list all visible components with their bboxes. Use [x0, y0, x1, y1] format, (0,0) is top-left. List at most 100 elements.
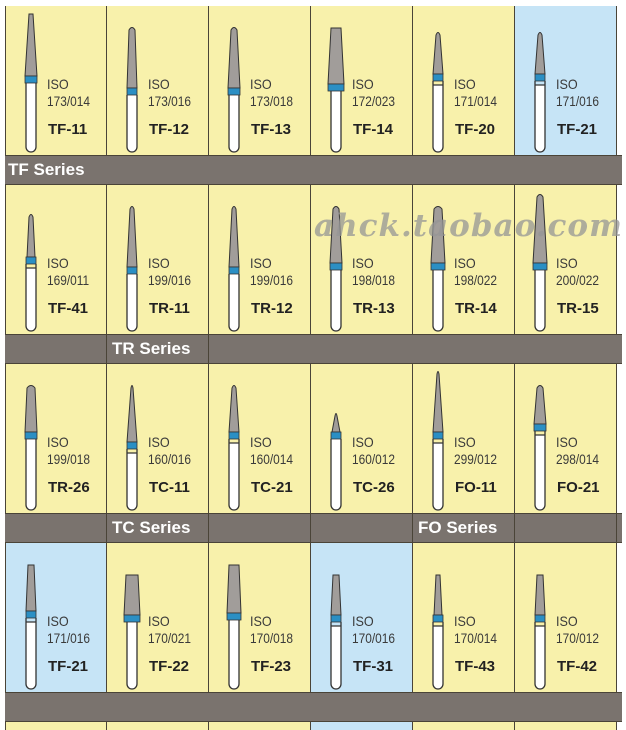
- bur-color-ring: [126, 266, 138, 275]
- bur-color-ring: [432, 431, 444, 440]
- series-label: [209, 514, 311, 542]
- bur-shank: [330, 91, 342, 153]
- product-row: ISO 173/014 TF-11 ISO 173/016 TF-12 ISO 173/018…: [5, 6, 622, 155]
- iso-label: ISO: [454, 434, 476, 450]
- product-code: TF-11: [48, 121, 88, 138]
- series-label: [209, 156, 311, 184]
- dental-bur-icon: [228, 385, 240, 511]
- product-card[interactable]: ISO 160/014 TC-21: [209, 364, 311, 513]
- iso-label: ISO: [47, 76, 69, 92]
- product-card[interactable]: ISO 173/016 TF-12: [107, 6, 209, 155]
- dental-bur-icon: [228, 206, 240, 332]
- product-card[interactable]: ISO 298/014 FO-21: [515, 364, 617, 513]
- iso-number: 198/018: [352, 272, 396, 288]
- product-card[interactable]: ISO 170/021 TF-22: [107, 543, 209, 692]
- bur-shank: [25, 439, 37, 511]
- bur-shank: [330, 622, 342, 690]
- dental-bur-icon: [330, 574, 342, 690]
- product-card[interactable]: ISO 199/018 TR-26: [5, 364, 107, 513]
- dental-bur-icon: [532, 194, 548, 332]
- bur-color-ring: [25, 610, 37, 619]
- product-code: TC-26: [353, 479, 395, 496]
- iso-number: 171/014: [454, 93, 498, 109]
- product-code: TF-20: [455, 121, 496, 138]
- product-card[interactable]: [107, 722, 209, 730]
- product-card[interactable]: ISO 173/014 TF-11: [5, 6, 107, 155]
- product-card[interactable]: ISO 199/016 TR-11: [107, 185, 209, 334]
- product-card[interactable]: [515, 722, 617, 730]
- product-code: TF-12: [149, 121, 190, 138]
- iso-label: ISO: [47, 613, 69, 629]
- bur-color-ring: [534, 73, 546, 82]
- product-code: TF-22: [149, 658, 190, 675]
- bur-color-ring: [228, 266, 240, 275]
- bur-color-ring: [24, 431, 38, 440]
- iso-number: 199/016: [250, 272, 294, 288]
- product-card[interactable]: [5, 722, 107, 730]
- product-card[interactable]: ISO 160/016 TC-11: [107, 364, 209, 513]
- bur-color-ring: [432, 614, 444, 623]
- bur-head: [126, 385, 138, 443]
- series-label: [413, 693, 515, 721]
- bur-shank: [228, 439, 240, 511]
- bur-color-ring: [123, 614, 141, 623]
- product-card[interactable]: ISO 170/012 TF-42: [515, 543, 617, 692]
- product-card[interactable]: [209, 722, 311, 730]
- bur-shank: [330, 270, 342, 332]
- product-card[interactable]: ISO 199/016 TR-12: [209, 185, 311, 334]
- iso-number: 200/022: [556, 272, 600, 288]
- product-code: TF-13: [251, 121, 292, 138]
- series-label: [413, 156, 515, 184]
- iso-label: ISO: [352, 434, 374, 450]
- bur-head: [329, 206, 343, 264]
- product-card[interactable]: [311, 722, 413, 730]
- product-card[interactable]: ISO 170/016 TF-31: [311, 543, 413, 692]
- series-label: [515, 156, 617, 184]
- product-code: TC-21: [251, 479, 293, 496]
- series-band: [5, 692, 622, 722]
- dental-bur-icon: [126, 206, 138, 332]
- series-label: [209, 335, 311, 363]
- series-band: TR Series: [5, 334, 622, 364]
- product-card[interactable]: ISO 299/012 FO-11: [413, 364, 515, 513]
- product-card[interactable]: ISO 200/022 TR-15: [515, 185, 617, 334]
- iso-label: ISO: [47, 255, 69, 271]
- product-card[interactable]: ISO 160/012 TC-26: [311, 364, 413, 513]
- product-code: TR-14: [455, 300, 497, 317]
- product-card[interactable]: ISO 198/022 TR-14: [413, 185, 515, 334]
- dental-bur-icon: [24, 385, 38, 511]
- product-card[interactable]: ISO 170/014 TF-43: [413, 543, 515, 692]
- product-card[interactable]: ISO 170/018 TF-23: [209, 543, 311, 692]
- dental-bur-icon: [327, 27, 345, 153]
- product-card[interactable]: ISO 171/014 TF-20: [413, 6, 515, 155]
- bur-head: [228, 206, 240, 268]
- iso-number: 172/023: [352, 93, 396, 109]
- iso-number: 170/021: [148, 630, 192, 646]
- iso-number: 170/018: [250, 630, 294, 646]
- iso-label: ISO: [454, 613, 476, 629]
- bur-shank: [432, 270, 444, 332]
- product-code: TR-13: [353, 300, 395, 317]
- product-card[interactable]: ISO 169/011 TF-41: [5, 185, 107, 334]
- iso-number: 160/014: [250, 451, 294, 467]
- product-card[interactable]: ISO 173/018 TF-13: [209, 6, 311, 155]
- bur-catalog-sheet: ISO 173/014 TF-11 ISO 173/016 TF-12 ISO 173/018…: [5, 6, 622, 730]
- product-card[interactable]: ISO 198/018 TR-13: [311, 185, 413, 334]
- series-label: TR Series: [107, 335, 209, 363]
- product-card[interactable]: ISO 172/023 TF-14: [311, 6, 413, 155]
- bur-head: [227, 27, 241, 89]
- dental-bur-icon: [25, 214, 37, 332]
- bur-color-ring: [25, 256, 37, 265]
- bur-color-ring: [24, 75, 38, 84]
- bur-shank: [126, 95, 138, 153]
- iso-number: 171/016: [47, 630, 91, 646]
- product-card[interactable]: [413, 722, 515, 730]
- product-card[interactable]: ISO 171/016 TF-21: [5, 543, 107, 692]
- product-code: TF-21: [48, 658, 89, 675]
- iso-label: ISO: [556, 434, 578, 450]
- bur-shank: [25, 83, 37, 153]
- iso-number: 173/014: [47, 93, 91, 109]
- iso-number: 170/016: [352, 630, 396, 646]
- series-label: [107, 156, 209, 184]
- product-card[interactable]: ISO 171/016 TF-21: [515, 6, 617, 155]
